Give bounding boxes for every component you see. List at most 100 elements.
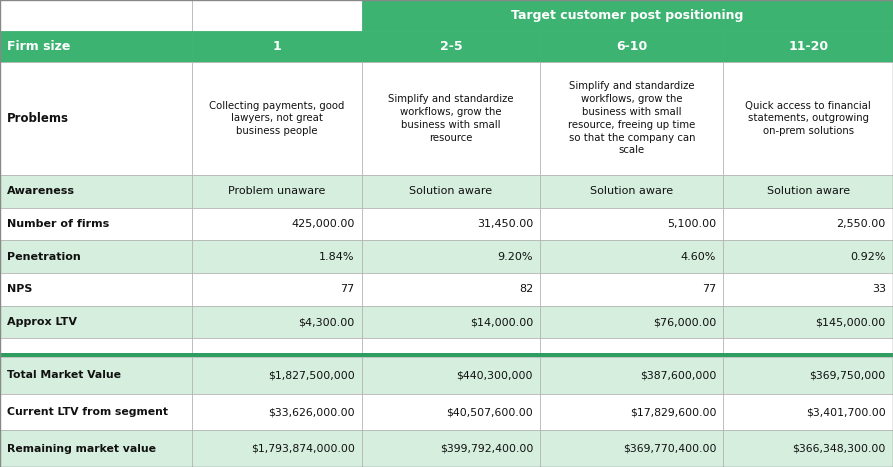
Text: Remaining market value: Remaining market value bbox=[7, 444, 156, 453]
Text: $76,000.00: $76,000.00 bbox=[653, 317, 716, 327]
Bar bbox=[362, 273, 540, 306]
Bar bbox=[192, 62, 362, 175]
Text: 2,550.00: 2,550.00 bbox=[837, 219, 886, 229]
Bar bbox=[723, 306, 893, 339]
Text: 1.84%: 1.84% bbox=[319, 252, 355, 262]
Bar bbox=[723, 273, 893, 306]
Bar bbox=[192, 273, 362, 306]
Bar bbox=[540, 31, 723, 62]
Text: $369,770,400.00: $369,770,400.00 bbox=[622, 444, 716, 453]
Text: Solution aware: Solution aware bbox=[409, 186, 493, 196]
Bar bbox=[0, 394, 192, 430]
Text: 9.20%: 9.20% bbox=[497, 252, 533, 262]
Bar bbox=[540, 430, 723, 467]
Bar bbox=[540, 339, 723, 353]
Text: Quick access to financial
statements, outgrowing
on-prem solutions: Quick access to financial statements, ou… bbox=[746, 101, 871, 136]
Text: 1: 1 bbox=[272, 40, 281, 53]
Text: $387,600,000: $387,600,000 bbox=[639, 370, 716, 380]
Bar bbox=[723, 207, 893, 240]
Bar bbox=[0, 0, 192, 31]
Text: Problems: Problems bbox=[7, 112, 69, 125]
Text: 31,450.00: 31,450.00 bbox=[477, 219, 533, 229]
Bar bbox=[723, 339, 893, 353]
Text: Current LTV from segment: Current LTV from segment bbox=[7, 407, 168, 417]
Text: Problem unaware: Problem unaware bbox=[228, 186, 326, 196]
Bar bbox=[192, 240, 362, 273]
Bar bbox=[362, 339, 540, 353]
Text: 11-20: 11-20 bbox=[789, 40, 828, 53]
Bar bbox=[0, 353, 893, 357]
Bar bbox=[0, 273, 192, 306]
Text: $1,827,500,000: $1,827,500,000 bbox=[268, 370, 355, 380]
Bar bbox=[362, 306, 540, 339]
Text: 0.92%: 0.92% bbox=[850, 252, 886, 262]
Text: 33: 33 bbox=[872, 284, 886, 294]
Text: $4,300.00: $4,300.00 bbox=[298, 317, 355, 327]
Bar bbox=[0, 240, 192, 273]
Bar bbox=[0, 31, 192, 62]
Text: NPS: NPS bbox=[7, 284, 32, 294]
Bar bbox=[540, 62, 723, 175]
Text: $399,792,400.00: $399,792,400.00 bbox=[439, 444, 533, 453]
Bar bbox=[362, 394, 540, 430]
Bar bbox=[540, 240, 723, 273]
Bar bbox=[723, 240, 893, 273]
Bar bbox=[362, 31, 540, 62]
Text: Total Market Value: Total Market Value bbox=[7, 370, 121, 380]
Text: 77: 77 bbox=[340, 284, 355, 294]
Text: 5,100.00: 5,100.00 bbox=[667, 219, 716, 229]
Bar bbox=[540, 394, 723, 430]
Bar bbox=[362, 357, 540, 394]
Bar bbox=[192, 175, 362, 207]
Bar bbox=[362, 175, 540, 207]
Bar bbox=[723, 175, 893, 207]
Bar bbox=[723, 31, 893, 62]
Bar bbox=[192, 394, 362, 430]
Bar bbox=[723, 62, 893, 175]
Text: 425,000.00: 425,000.00 bbox=[291, 219, 355, 229]
Bar bbox=[0, 175, 192, 207]
Text: 82: 82 bbox=[519, 284, 533, 294]
Bar bbox=[0, 339, 192, 353]
Bar bbox=[540, 175, 723, 207]
Text: Number of firms: Number of firms bbox=[7, 219, 110, 229]
Text: $3,401,700.00: $3,401,700.00 bbox=[806, 407, 886, 417]
Bar bbox=[192, 339, 362, 353]
Bar bbox=[723, 394, 893, 430]
Bar bbox=[0, 62, 192, 175]
Text: 77: 77 bbox=[702, 284, 716, 294]
Text: Solution aware: Solution aware bbox=[766, 186, 850, 196]
Bar bbox=[540, 273, 723, 306]
Text: Collecting payments, good
lawyers, not great
business people: Collecting payments, good lawyers, not g… bbox=[209, 101, 345, 136]
Text: $33,626,000.00: $33,626,000.00 bbox=[268, 407, 355, 417]
Text: $366,348,300.00: $366,348,300.00 bbox=[792, 444, 886, 453]
Text: 4.60%: 4.60% bbox=[680, 252, 716, 262]
Text: $369,750,000: $369,750,000 bbox=[810, 370, 886, 380]
Bar bbox=[0, 357, 192, 394]
Text: 2-5: 2-5 bbox=[439, 40, 463, 53]
Bar bbox=[0, 207, 192, 240]
Bar bbox=[0, 430, 192, 467]
Text: $440,300,000: $440,300,000 bbox=[456, 370, 533, 380]
Bar bbox=[540, 306, 723, 339]
Text: Simplify and standardize
workflows, grow the
business with small
resource, freei: Simplify and standardize workflows, grow… bbox=[568, 81, 696, 156]
Text: Awareness: Awareness bbox=[7, 186, 75, 196]
Text: Solution aware: Solution aware bbox=[590, 186, 673, 196]
Text: $1,793,874,000.00: $1,793,874,000.00 bbox=[251, 444, 355, 453]
Bar bbox=[723, 357, 893, 394]
Bar bbox=[362, 430, 540, 467]
Bar bbox=[540, 207, 723, 240]
Bar bbox=[192, 430, 362, 467]
Text: $17,829,600.00: $17,829,600.00 bbox=[630, 407, 716, 417]
Text: 6-10: 6-10 bbox=[616, 40, 647, 53]
Bar bbox=[192, 357, 362, 394]
Text: Firm size: Firm size bbox=[7, 40, 71, 53]
Bar bbox=[0, 306, 192, 339]
Bar bbox=[362, 240, 540, 273]
Bar bbox=[192, 31, 362, 62]
Bar bbox=[192, 207, 362, 240]
Text: Target customer post positioning: Target customer post positioning bbox=[511, 9, 744, 22]
Text: $145,000.00: $145,000.00 bbox=[815, 317, 886, 327]
Text: Approx LTV: Approx LTV bbox=[7, 317, 77, 327]
Text: $40,507,600.00: $40,507,600.00 bbox=[446, 407, 533, 417]
